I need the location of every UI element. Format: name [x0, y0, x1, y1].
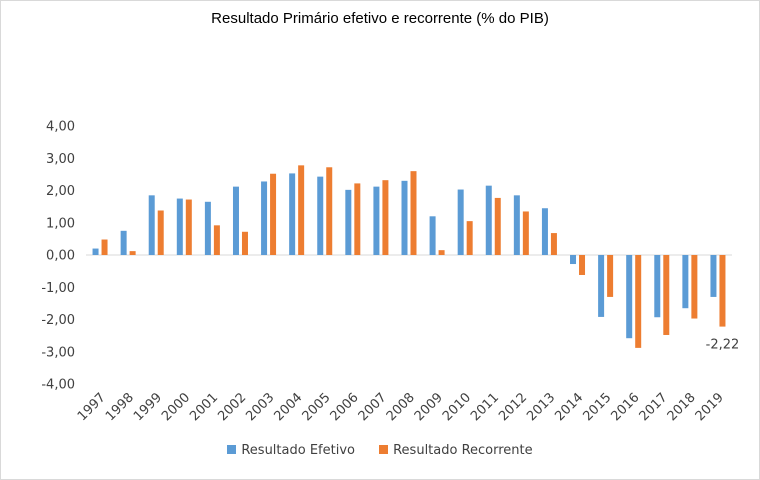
y-tick-label: 3,00 — [46, 152, 75, 167]
bar-recorrente — [550, 233, 557, 255]
bar-efetivo — [457, 189, 464, 255]
bar-efetivo — [120, 230, 127, 255]
bar-recorrente — [354, 183, 361, 255]
bar-efetivo — [317, 176, 324, 255]
x-tick-label: 1999 — [131, 390, 165, 424]
chart-title: Resultado Primário efetivo e recorrente … — [211, 10, 549, 27]
bar-efetivo — [682, 255, 689, 309]
y-tick-label: -1,00 — [41, 281, 75, 296]
bar-recorrente — [157, 210, 164, 255]
bar-recorrente — [466, 221, 473, 255]
x-tick-label: 1997 — [75, 390, 109, 424]
bar-recorrente — [185, 199, 192, 255]
x-tick-label: 2011 — [468, 390, 502, 424]
bar-efetivo — [598, 255, 605, 317]
x-tick-label: 2015 — [580, 390, 614, 424]
bar-recorrente — [438, 250, 445, 255]
bar-recorrente — [410, 171, 417, 255]
x-tick-label: 2018 — [665, 390, 699, 424]
x-tick-label: 2019 — [693, 390, 727, 424]
legend-label-recorrente: Resultado Recorrente — [393, 443, 533, 458]
x-tick-label: 2000 — [159, 390, 193, 424]
bar-efetivo — [513, 195, 520, 255]
y-tick-label: 0,00 — [46, 249, 75, 264]
bar-efetivo — [626, 255, 633, 339]
y-tick-label: -4,00 — [41, 378, 75, 393]
bar-efetivo — [541, 208, 548, 255]
bar-recorrente — [522, 211, 529, 255]
x-tick-label: 2010 — [440, 390, 474, 424]
bar-recorrente — [719, 255, 726, 327]
x-tick-label: 2001 — [187, 390, 221, 424]
bar-efetivo — [429, 216, 436, 255]
x-tick-label: 2014 — [552, 390, 586, 424]
bar-efetivo — [92, 248, 99, 255]
bar-recorrente — [298, 165, 305, 255]
bar-efetivo — [654, 255, 661, 318]
bar-recorrente — [101, 239, 108, 255]
x-tick-label: 2017 — [637, 390, 671, 424]
x-tick-label: 2006 — [328, 390, 362, 424]
data-label: -2,22 — [706, 338, 740, 353]
legend-item-recorrente: Resultado Recorrente — [379, 443, 533, 458]
y-tick-label: 2,00 — [46, 184, 75, 199]
bar-efetivo — [570, 255, 577, 265]
x-tick-label: 2016 — [609, 390, 643, 424]
x-tick-label: 2008 — [384, 390, 418, 424]
x-tick-label: 2013 — [524, 390, 558, 424]
bar-efetivo — [261, 181, 268, 255]
y-tick-label: -2,00 — [41, 313, 75, 328]
bar-efetivo — [401, 180, 408, 255]
bar-recorrente — [326, 167, 333, 255]
legend-swatch-efetivo — [227, 445, 237, 454]
bar-efetivo — [176, 198, 183, 255]
bar-efetivo — [289, 173, 296, 255]
bar-recorrente — [213, 225, 220, 255]
legend-swatch-recorrente — [379, 445, 389, 454]
bar-recorrente — [270, 173, 277, 255]
x-tick-label: 2009 — [412, 390, 446, 424]
bar-efetivo — [148, 195, 155, 255]
bar-recorrente — [635, 255, 642, 348]
x-tick-label: 1998 — [103, 390, 137, 424]
legend-item-efetivo: Resultado Efetivo — [227, 443, 355, 458]
bar-recorrente — [241, 231, 248, 255]
bar-efetivo — [373, 186, 380, 255]
bar-efetivo — [345, 189, 352, 255]
bar-recorrente — [607, 255, 614, 297]
bar-efetivo — [232, 186, 239, 255]
chart-legend: Resultado Efetivo Resultado Recorrente — [0, 443, 760, 458]
bar-recorrente — [691, 255, 698, 319]
bar-recorrente — [663, 255, 670, 335]
bar-efetivo — [710, 255, 717, 297]
y-tick-label: -3,00 — [41, 345, 75, 360]
bar-recorrente — [382, 180, 389, 255]
bar-efetivo — [485, 185, 492, 255]
x-tick-label: 2002 — [215, 390, 249, 424]
bar-recorrente — [579, 255, 586, 275]
x-tick-label: 2012 — [496, 390, 530, 424]
x-tick-label: 2004 — [271, 390, 305, 424]
y-tick-label: 4,00 — [46, 120, 75, 135]
bar-efetivo — [204, 201, 211, 255]
y-tick-label: 1,00 — [46, 216, 75, 231]
x-tick-label: 2007 — [356, 390, 390, 424]
x-tick-label: 2005 — [300, 390, 334, 424]
x-tick-label: 2003 — [243, 390, 277, 424]
bar-recorrente — [129, 251, 136, 255]
legend-label-efetivo: Resultado Efetivo — [241, 443, 355, 458]
bar-recorrente — [494, 197, 501, 255]
